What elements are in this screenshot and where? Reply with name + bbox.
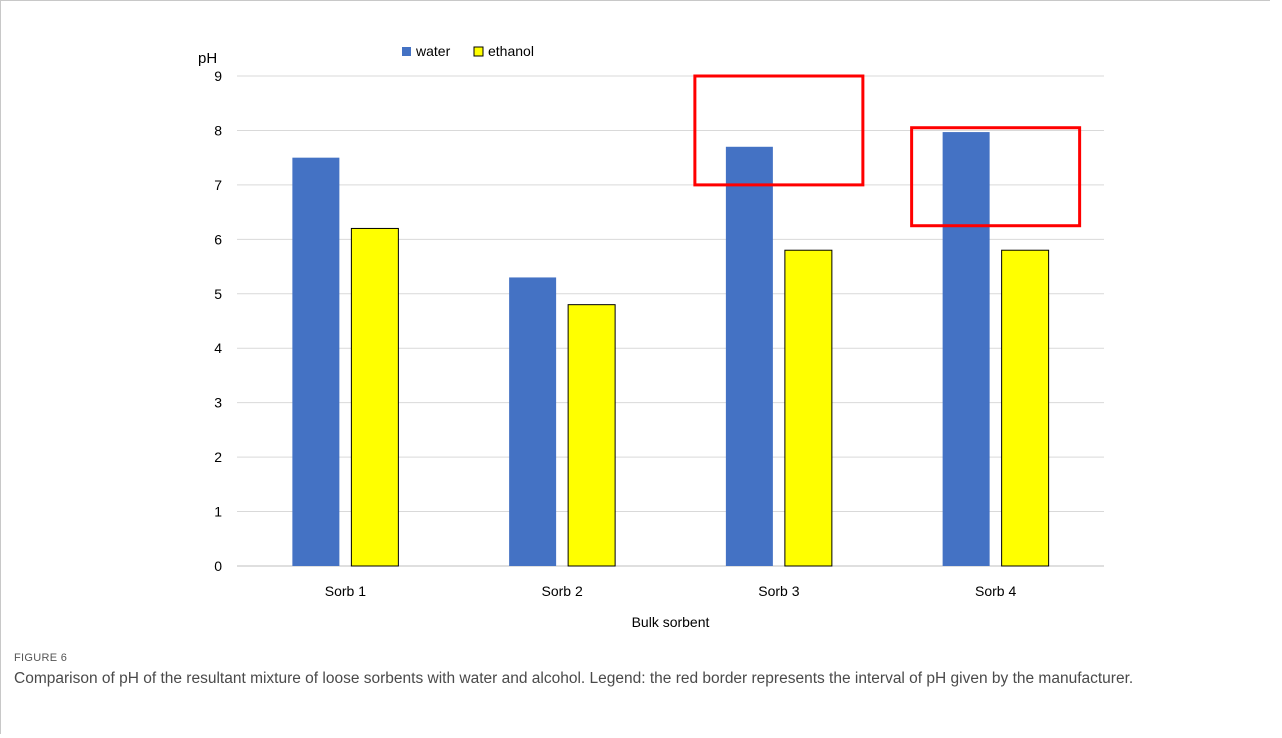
figure-label: FIGURE 6 [14, 652, 68, 664]
x-tick-label: Sorb 2 [542, 583, 583, 599]
legend-swatch-water [402, 47, 411, 56]
y-tick-label: 7 [214, 177, 222, 193]
bar-water [725, 146, 773, 566]
y-tick-label: 8 [214, 122, 222, 138]
manufacturer-range-box [693, 74, 865, 187]
bar-water [942, 132, 990, 567]
x-axis-label: Bulk sorbent [632, 614, 710, 630]
y-tick-label: 6 [214, 231, 222, 247]
y-tick-label: 2 [214, 449, 222, 465]
legend-label-water: water [415, 43, 451, 59]
x-tick-label: Sorb 1 [325, 583, 366, 599]
y-tick-label: 4 [214, 340, 222, 356]
figure-caption: Comparison of pH of the resultant mixtur… [14, 670, 1134, 687]
legend-label-ethanol: ethanol [488, 43, 534, 59]
y-axis-label: pH [198, 50, 217, 67]
bar-ethanol [1001, 249, 1050, 567]
y-tick-label: 5 [214, 286, 222, 302]
legend: water ethanol [402, 43, 534, 59]
x-tick-label: Sorb 3 [758, 583, 799, 599]
x-tick-label: Sorb 4 [975, 583, 1016, 599]
axis-labels: 0 1 2 3 4 5 6 7 8 9 Sorb 1 Sorb 2 Sorb 3 Sorb 4 pH Bulk… [198, 50, 1016, 630]
y-tick-label: 9 [214, 68, 222, 84]
y-tick-label: 3 [214, 395, 222, 411]
bars [292, 132, 1050, 567]
bar-ethanol [784, 249, 833, 567]
bar-water [509, 277, 557, 566]
manufacturer-range-box [910, 126, 1082, 228]
annotations [693, 74, 1082, 228]
bar-water [292, 157, 340, 566]
y-tick-label: 1 [214, 504, 222, 520]
legend-swatch-ethanol [473, 46, 484, 57]
y-tick-label: 0 [214, 558, 222, 574]
bar-ethanol [567, 304, 616, 567]
bar-chart: 0 1 2 3 4 5 6 7 8 9 Sorb 1 Sorb 2 Sorb 3 Sorb 4 pH Bulk… [198, 43, 1104, 630]
bar-ethanol [350, 227, 399, 567]
